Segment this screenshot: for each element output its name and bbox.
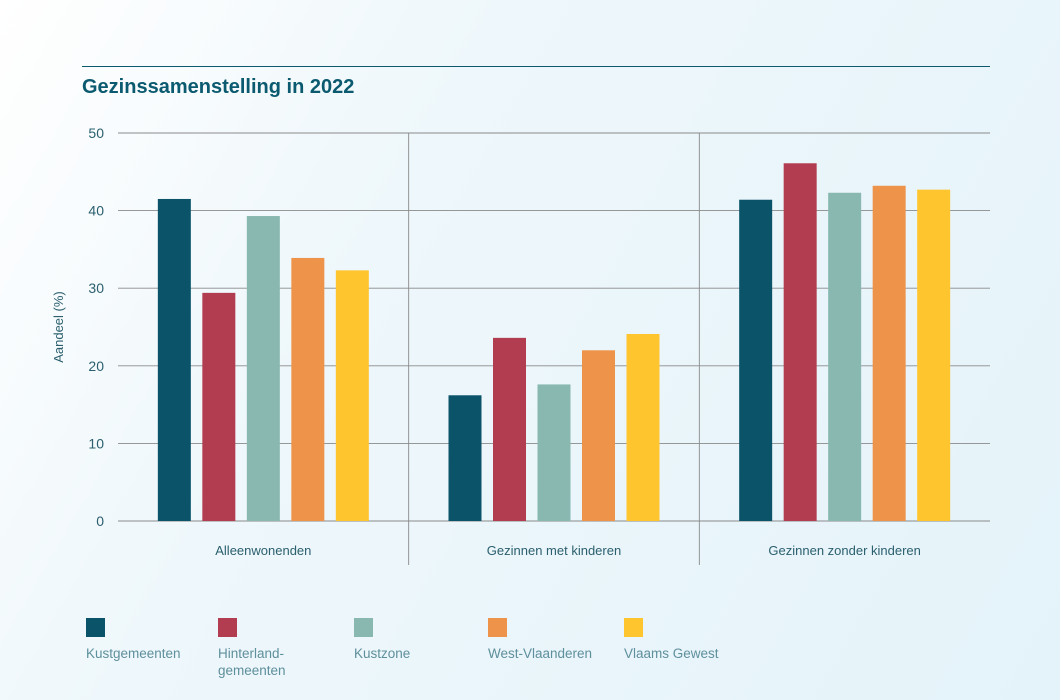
legend-item: Hinterland-gemeenten <box>218 618 348 679</box>
y-tick-label: 50 <box>88 125 104 141</box>
bar <box>626 333 660 521</box>
bar <box>246 216 280 522</box>
y-tick-label: 0 <box>96 513 104 529</box>
legend-label: Vlaams Gewest <box>624 646 719 661</box>
y-tick-label: 20 <box>88 358 104 374</box>
legend-item: Kustgemeenten <box>86 618 216 662</box>
legend-swatch <box>624 618 643 637</box>
y-tick-label: 40 <box>88 203 104 219</box>
title-rule <box>82 66 990 67</box>
legend-label: Kustgemeenten <box>86 646 181 661</box>
bar <box>872 185 906 521</box>
legend: Kustgemeenten Hinterland-gemeenten Kustzon… <box>86 618 986 688</box>
legend-label: West-Vlaanderen <box>488 646 593 661</box>
axis-labels: 0 10 20 30 40 50 Alleenwonenden Gezinnen met ki… <box>51 125 921 558</box>
bar <box>582 350 615 521</box>
legend-item: Kustzone <box>354 618 484 662</box>
y-axis-title: Aandeel (%) <box>51 291 66 363</box>
bar <box>157 198 191 521</box>
x-category-label: Gezinnen zonder kinderen <box>768 543 921 558</box>
legend-item: West-Vlaanderen <box>488 618 618 662</box>
bar <box>202 292 236 521</box>
legend-swatch <box>86 618 105 637</box>
bar <box>493 337 526 521</box>
bar <box>828 192 862 521</box>
legend-item: Vlaams Gewest <box>624 618 754 662</box>
legend-swatch <box>354 618 373 637</box>
bar <box>537 384 571 521</box>
chart-title: Gezinssamenstelling in 2022 <box>82 76 355 98</box>
legend-label: Kustzone <box>354 646 411 661</box>
y-tick-label: 10 <box>88 435 104 451</box>
bar <box>448 395 482 521</box>
bar <box>783 163 817 521</box>
bars <box>157 163 951 522</box>
bar <box>917 189 951 521</box>
x-category-label: Gezinnen met kinderen <box>487 543 621 558</box>
legend-swatch <box>488 618 507 637</box>
bar <box>291 257 325 521</box>
x-category-label: Alleenwonenden <box>215 543 311 558</box>
bar-chart: 0 10 20 30 40 50 Alleenwonenden Gezinnen met ki… <box>51 125 990 565</box>
bar <box>335 270 369 521</box>
y-tick-label: 30 <box>88 280 104 296</box>
legend-swatch <box>218 618 237 637</box>
legend-label: Hinterland-gemeenten <box>218 646 286 678</box>
bar <box>739 199 773 521</box>
